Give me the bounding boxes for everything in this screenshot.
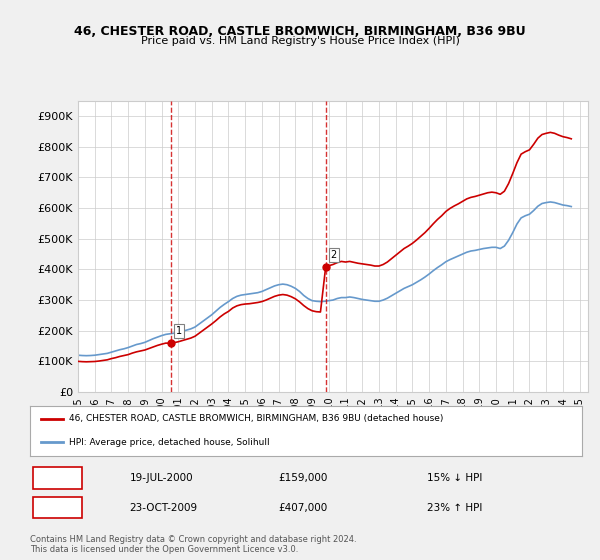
Text: 2: 2 [331, 250, 337, 260]
Text: 23% ↑ HPI: 23% ↑ HPI [427, 502, 483, 512]
Text: 19-JUL-2000: 19-JUL-2000 [130, 473, 193, 483]
Text: 46, CHESTER ROAD, CASTLE BROMWICH, BIRMINGHAM, B36 9BU (detached house): 46, CHESTER ROAD, CASTLE BROMWICH, BIRMI… [68, 414, 443, 423]
Text: 1: 1 [176, 326, 182, 336]
Text: 2: 2 [54, 502, 61, 512]
Text: Contains HM Land Registry data © Crown copyright and database right 2024.
This d: Contains HM Land Registry data © Crown c… [30, 535, 356, 554]
Text: HPI: Average price, detached house, Solihull: HPI: Average price, detached house, Soli… [68, 438, 269, 447]
Text: 15% ↓ HPI: 15% ↓ HPI [427, 473, 483, 483]
Text: £159,000: £159,000 [278, 473, 328, 483]
Text: 46, CHESTER ROAD, CASTLE BROMWICH, BIRMINGHAM, B36 9BU: 46, CHESTER ROAD, CASTLE BROMWICH, BIRMI… [74, 25, 526, 38]
Text: 23-OCT-2009: 23-OCT-2009 [130, 502, 197, 512]
Text: £407,000: £407,000 [278, 502, 328, 512]
Text: 1: 1 [54, 473, 61, 483]
Text: Price paid vs. HM Land Registry's House Price Index (HPI): Price paid vs. HM Land Registry's House … [140, 36, 460, 46]
FancyBboxPatch shape [33, 467, 82, 489]
FancyBboxPatch shape [33, 497, 82, 519]
